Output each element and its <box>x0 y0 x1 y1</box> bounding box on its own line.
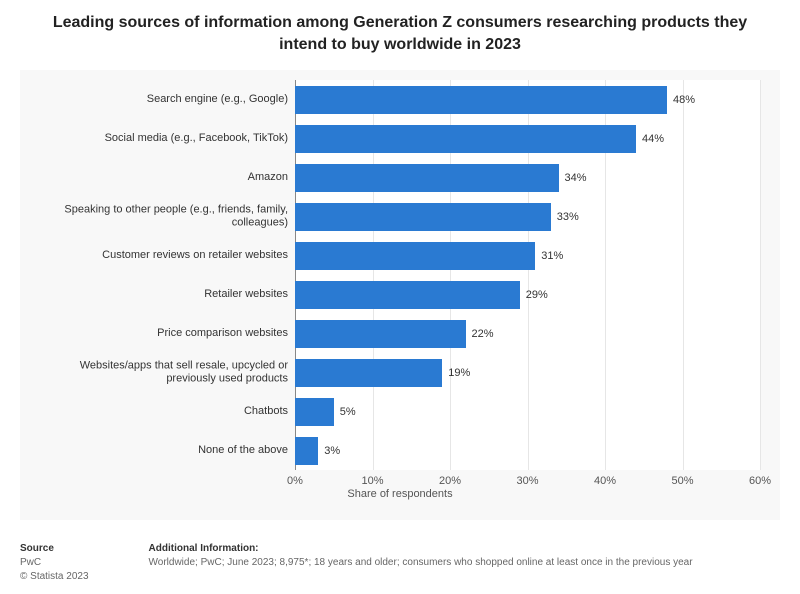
source-heading: Source <box>20 543 54 554</box>
category-label: Speaking to other people (e.g., friends,… <box>28 203 288 231</box>
bar-row: Speaking to other people (e.g., friends,… <box>295 197 760 236</box>
bar-row: Websites/apps that sell resale, upcycled… <box>295 353 760 392</box>
category-label: None of the above <box>28 444 288 458</box>
bar-value-label: 22% <box>472 328 494 340</box>
x-tick-label: 30% <box>516 475 538 487</box>
bar-value-label: 29% <box>526 289 548 301</box>
category-label: Customer reviews on retailer websites <box>28 249 288 263</box>
bar <box>295 437 318 465</box>
chart-title: Leading sources of information among Gen… <box>0 0 800 63</box>
x-tick-label: 20% <box>439 475 461 487</box>
footer-source: Source PwC © Statista 2023 <box>20 542 89 584</box>
category-label: Price comparison websites <box>28 327 288 341</box>
bar-row: None of the above3% <box>295 431 760 470</box>
chart-footer: Source PwC © Statista 2023 Additional In… <box>20 542 780 584</box>
bar <box>295 164 559 192</box>
x-tick-label: 0% <box>287 475 303 487</box>
bar-value-label: 34% <box>565 172 587 184</box>
x-tick-label: 60% <box>749 475 771 487</box>
category-label: Social media (e.g., Facebook, TikTok) <box>28 132 288 146</box>
bar <box>295 242 535 270</box>
bar <box>295 203 551 231</box>
bar-row: Social media (e.g., Facebook, TikTok)44% <box>295 119 760 158</box>
bar <box>295 398 334 426</box>
bar-row: Chatbots5% <box>295 392 760 431</box>
bar-value-label: 5% <box>340 406 356 418</box>
x-tick-label: 40% <box>594 475 616 487</box>
bar-value-label: 19% <box>448 367 470 379</box>
footer-info: Additional Information: Worldwide; PwC; … <box>149 542 693 584</box>
bar <box>295 86 667 114</box>
bar <box>295 281 520 309</box>
chart-panel: 0% 10% 20% 30% 40% 50% 60% Search engine (e.g.,… <box>20 70 780 520</box>
bar-row: Customer reviews on retailer websites31% <box>295 236 760 275</box>
bar-value-label: 48% <box>673 94 695 106</box>
x-tick-label: 50% <box>671 475 693 487</box>
bar <box>295 320 466 348</box>
gridline <box>760 80 761 470</box>
info-heading: Additional Information: <box>149 543 259 554</box>
x-axis-title: Share of respondents <box>347 488 452 500</box>
x-tick-label: 10% <box>361 475 383 487</box>
bar-row: Search engine (e.g., Google)48% <box>295 80 760 119</box>
bar-row: Price comparison websites22% <box>295 314 760 353</box>
plot-area: 0%10%20%30%40%50%60%Search engine (e.g.,… <box>295 80 760 470</box>
source-line-1: © Statista 2023 <box>20 571 89 582</box>
bar <box>295 125 636 153</box>
category-label: Amazon <box>28 171 288 185</box>
category-label: Chatbots <box>28 405 288 419</box>
bar-row: Amazon34% <box>295 158 760 197</box>
source-line-0: PwC <box>20 557 41 568</box>
bar-value-label: 33% <box>557 211 579 223</box>
info-text: Worldwide; PwC; June 2023; 8,975*; 18 ye… <box>149 557 693 568</box>
bar <box>295 359 442 387</box>
bar-row: Retailer websites29% <box>295 275 760 314</box>
category-label: Websites/apps that sell resale, upcycled… <box>28 359 288 387</box>
bar-value-label: 3% <box>324 445 340 457</box>
bar-value-label: 31% <box>541 250 563 262</box>
category-label: Retailer websites <box>28 288 288 302</box>
category-label: Search engine (e.g., Google) <box>28 93 288 107</box>
bar-value-label: 44% <box>642 133 664 145</box>
